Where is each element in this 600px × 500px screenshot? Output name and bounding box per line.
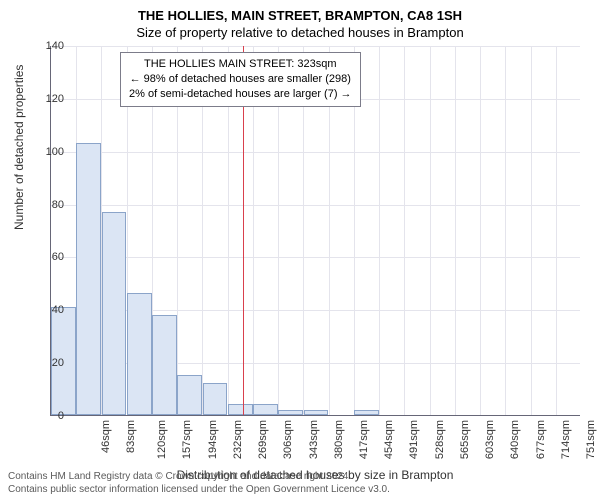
histogram-bar xyxy=(228,404,253,415)
grid-line-v xyxy=(480,46,481,415)
x-tick-label: 603sqm xyxy=(484,420,496,459)
y-tick-label: 60 xyxy=(24,251,64,263)
histogram-bar xyxy=(253,404,278,415)
x-tick-label: 46sqm xyxy=(100,420,112,453)
x-tick-label: 677sqm xyxy=(535,420,547,459)
y-tick-label: 20 xyxy=(24,357,64,369)
plot-wrap: THE HOLLIES MAIN STREET: 323sqm ← 98% of… xyxy=(50,46,580,416)
x-tick-label: 565sqm xyxy=(459,420,471,459)
footer-line-1: Contains HM Land Registry data © Crown c… xyxy=(8,470,390,483)
y-tick-label: 100 xyxy=(24,146,64,158)
histogram-bar xyxy=(354,410,379,415)
histogram-bar xyxy=(152,315,177,415)
x-tick-label: 751sqm xyxy=(585,420,597,459)
y-tick-label: 40 xyxy=(24,304,64,316)
grid-line-v xyxy=(455,46,456,415)
info-line-1: THE HOLLIES MAIN STREET: 323sqm xyxy=(129,57,352,72)
x-tick-label: 417sqm xyxy=(358,420,370,459)
histogram-bar xyxy=(304,410,329,415)
chart-subtitle: Size of property relative to detached ho… xyxy=(0,23,600,40)
x-tick-label: 714sqm xyxy=(560,420,572,459)
footer: Contains HM Land Registry data © Crown c… xyxy=(8,470,390,496)
x-tick-label: 194sqm xyxy=(207,420,219,459)
x-tick-label: 269sqm xyxy=(257,420,269,459)
y-tick-label: 140 xyxy=(24,40,64,52)
grid-line-h xyxy=(51,46,580,47)
y-tick-label: 80 xyxy=(24,199,64,211)
grid-line-v xyxy=(430,46,431,415)
grid-line-v xyxy=(404,46,405,415)
x-tick-label: 491sqm xyxy=(409,420,421,459)
x-tick-label: 343sqm xyxy=(308,420,320,459)
x-tick-label: 528sqm xyxy=(434,420,446,459)
grid-line-v xyxy=(556,46,557,415)
info-line-2: ← 98% of detached houses are smaller (29… xyxy=(129,72,352,87)
x-tick-label: 454sqm xyxy=(383,420,395,459)
x-tick-label: 83sqm xyxy=(125,420,137,453)
x-tick-label: 380sqm xyxy=(333,420,345,459)
footer-line-2: Contains public sector information licen… xyxy=(8,483,390,496)
x-tick-label: 306sqm xyxy=(282,420,294,459)
histogram-bar xyxy=(177,375,202,415)
histogram-bar xyxy=(278,410,303,415)
grid-line-h xyxy=(51,152,580,153)
histogram-bar xyxy=(76,143,101,415)
grid-line-v xyxy=(379,46,380,415)
grid-line-h xyxy=(51,205,580,206)
y-tick-label: 120 xyxy=(24,93,64,105)
grid-line-h xyxy=(51,257,580,258)
grid-line-v xyxy=(505,46,506,415)
x-tick-label: 232sqm xyxy=(232,420,244,459)
histogram-bar xyxy=(203,383,228,415)
histogram-bar xyxy=(102,212,127,416)
y-tick-label: 0 xyxy=(24,410,64,422)
chart-title: THE HOLLIES, MAIN STREET, BRAMPTON, CA8 … xyxy=(0,0,600,23)
x-tick-label: 157sqm xyxy=(181,420,193,459)
grid-line-v xyxy=(531,46,532,415)
histogram-bar xyxy=(127,293,152,415)
x-tick-label: 640sqm xyxy=(510,420,522,459)
info-line-3: 2% of semi-detached houses are larger (7… xyxy=(129,87,352,102)
info-box: THE HOLLIES MAIN STREET: 323sqm ← 98% of… xyxy=(120,52,361,107)
x-tick-label: 120sqm xyxy=(156,420,168,459)
